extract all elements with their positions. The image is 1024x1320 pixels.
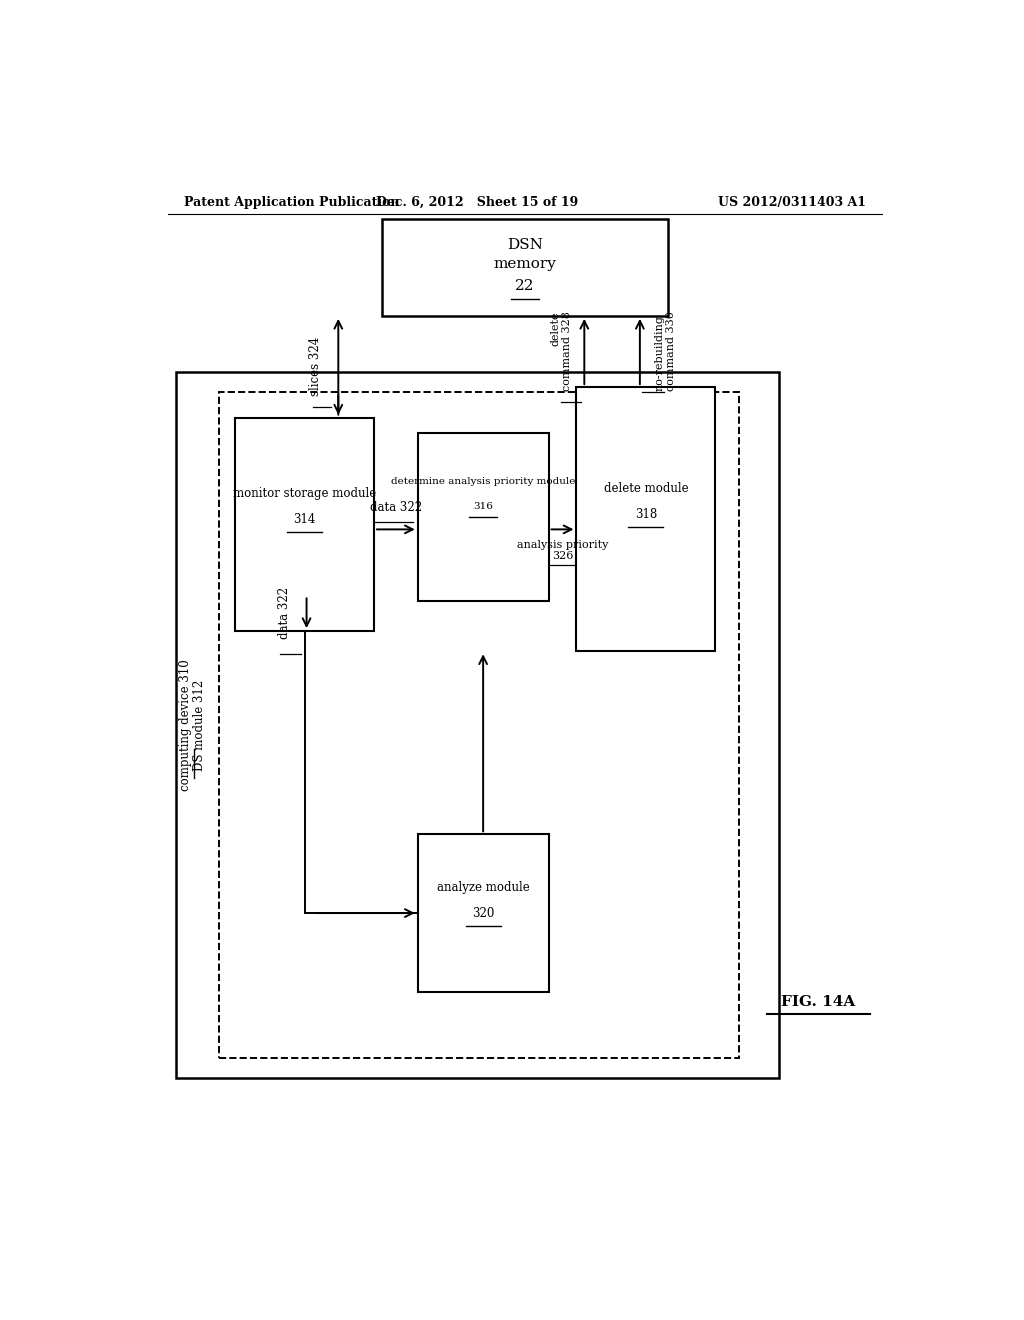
Text: FIG. 14A: FIG. 14A <box>781 995 856 1008</box>
Text: analyze module: analyze module <box>437 882 529 894</box>
Bar <box>236 417 374 631</box>
Text: DSN: DSN <box>507 239 543 252</box>
Text: 318: 318 <box>635 508 657 520</box>
Bar <box>418 834 549 991</box>
Text: memory: memory <box>494 256 556 271</box>
Text: data 322: data 322 <box>278 587 291 639</box>
Text: 314: 314 <box>294 512 315 525</box>
Bar <box>418 433 549 601</box>
Text: US 2012/0311403 A1: US 2012/0311403 A1 <box>718 195 866 209</box>
Text: analysis priority
326: analysis priority 326 <box>517 540 608 561</box>
Text: delete
command 328: delete command 328 <box>551 312 572 392</box>
Text: 316: 316 <box>473 502 494 511</box>
Bar <box>577 387 716 651</box>
Text: determine analysis priority module: determine analysis priority module <box>391 477 575 486</box>
Bar <box>219 392 739 1057</box>
Text: data 322: data 322 <box>370 502 422 515</box>
Text: delete module: delete module <box>603 482 688 495</box>
Text: Patent Application Publication: Patent Application Publication <box>183 195 399 209</box>
Text: 320: 320 <box>472 907 495 920</box>
Text: 22: 22 <box>515 279 535 293</box>
Text: no-rebuilding
command 330: no-rebuilding command 330 <box>654 312 676 392</box>
Bar <box>176 372 779 1078</box>
Text: monitor storage module: monitor storage module <box>232 487 376 500</box>
Bar <box>382 219 668 315</box>
Text: slices 324: slices 324 <box>309 337 323 396</box>
Text: Dec. 6, 2012   Sheet 15 of 19: Dec. 6, 2012 Sheet 15 of 19 <box>376 195 579 209</box>
Text: computing device 310: computing device 310 <box>178 659 191 791</box>
Text: DS module 312: DS module 312 <box>193 680 206 771</box>
